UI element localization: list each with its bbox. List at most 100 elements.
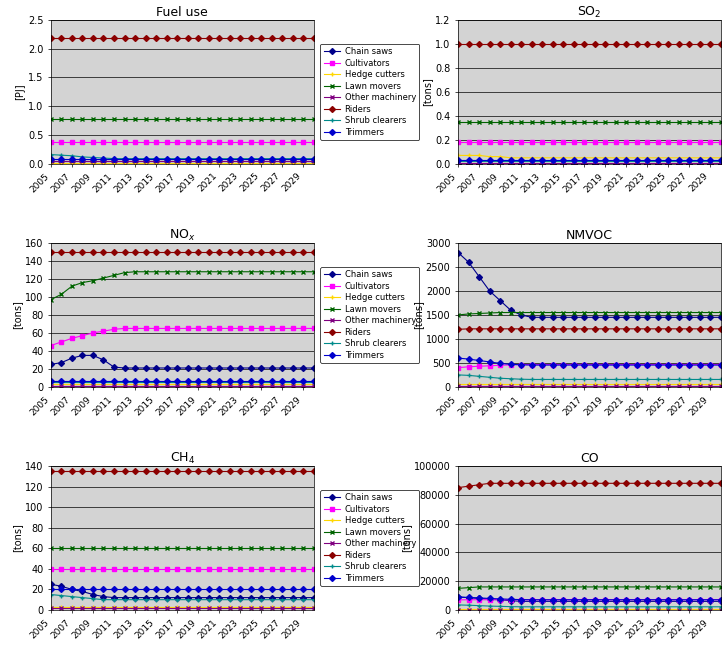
Hedge cutters — [141, 603, 150, 611]
Other machinery — [464, 605, 473, 613]
Chain saws — [643, 160, 652, 168]
Trimmers — [99, 585, 108, 593]
Riders — [633, 325, 641, 333]
Trimmers — [664, 156, 673, 164]
Hedge cutters — [257, 603, 266, 611]
Chain saws — [527, 597, 536, 605]
Trimmers — [288, 377, 297, 385]
Cultivators — [267, 565, 276, 573]
Lawn movers — [215, 268, 223, 276]
Trimmers — [464, 593, 473, 601]
Shrub clearers — [517, 603, 526, 611]
Cultivators — [674, 596, 683, 604]
Trimmers — [141, 377, 150, 385]
Shrub clearers — [173, 379, 181, 387]
Cultivators — [225, 138, 234, 146]
Shrub clearers — [298, 595, 307, 603]
Chain saws — [57, 359, 66, 367]
Other machinery — [141, 157, 150, 165]
Lawn movers — [110, 271, 119, 279]
Other machinery — [120, 382, 129, 390]
Hedge cutters — [486, 605, 494, 613]
Cultivators — [612, 139, 620, 147]
Shrub clearers — [162, 379, 171, 387]
Cultivators — [120, 138, 129, 146]
Other machinery — [695, 605, 704, 613]
Lawn movers — [162, 268, 171, 276]
Trimmers — [173, 585, 181, 593]
Other machinery — [141, 382, 150, 390]
Other machinery — [506, 158, 515, 166]
Trimmers — [267, 585, 276, 593]
Lawn movers — [538, 118, 547, 126]
Lawn movers — [183, 544, 192, 552]
Cultivators — [110, 565, 119, 573]
Chain saws — [685, 597, 694, 605]
Other machinery — [716, 158, 725, 166]
Riders — [538, 40, 547, 48]
Trimmers — [257, 377, 266, 385]
Trimmers — [633, 361, 641, 369]
Hedge cutters — [89, 158, 98, 166]
Hedge cutters — [454, 151, 462, 159]
Hedge cutters — [99, 380, 108, 388]
Hedge cutters — [579, 605, 588, 613]
Chain saws — [57, 157, 66, 165]
Riders — [464, 40, 473, 48]
Chain saws — [267, 157, 276, 165]
Lawn movers — [527, 308, 536, 316]
Hedge cutters — [664, 381, 673, 389]
Lawn movers — [204, 115, 213, 123]
Chain saws — [486, 160, 494, 168]
Hedge cutters — [110, 158, 119, 166]
Shrub clearers — [110, 379, 119, 387]
Shrub clearers — [633, 375, 641, 383]
Other machinery — [89, 157, 98, 165]
Cultivators — [151, 138, 160, 146]
Other machinery — [173, 157, 181, 165]
Trimmers — [215, 155, 223, 163]
Chain saws — [664, 314, 673, 322]
Riders — [622, 40, 630, 48]
Chain saws — [579, 597, 588, 605]
Riders — [89, 467, 98, 475]
Cultivators — [486, 139, 494, 147]
Line: Hedge cutters: Hedge cutters — [49, 382, 316, 387]
Lawn movers — [246, 544, 255, 552]
Shrub clearers — [309, 595, 318, 603]
Riders — [716, 479, 725, 487]
Riders — [569, 40, 578, 48]
Trimmers — [236, 377, 245, 385]
Lawn movers — [309, 268, 318, 276]
Riders — [685, 325, 694, 333]
Trimmers — [78, 377, 87, 385]
Trimmers — [517, 361, 526, 369]
Riders — [57, 467, 66, 475]
Line: Hedge cutters: Hedge cutters — [49, 160, 316, 164]
Other machinery — [246, 382, 255, 390]
Chain saws — [653, 597, 662, 605]
Hedge cutters — [454, 381, 462, 389]
Chain saws — [68, 157, 76, 165]
Lawn movers — [569, 308, 578, 316]
Riders — [527, 479, 536, 487]
Hedge cutters — [601, 381, 609, 389]
Other machinery — [612, 158, 620, 166]
Hedge cutters — [277, 158, 286, 166]
Riders — [277, 467, 286, 475]
Shrub clearers — [309, 154, 318, 162]
Shrub clearers — [141, 154, 150, 162]
Shrub clearers — [622, 603, 630, 611]
Riders — [120, 34, 129, 42]
Lawn movers — [68, 115, 76, 123]
Hedge cutters — [277, 380, 286, 388]
Shrub clearers — [204, 595, 213, 603]
Shrub clearers — [110, 595, 119, 603]
Riders — [464, 325, 473, 333]
Hedge cutters — [464, 151, 473, 159]
Shrub clearers — [579, 157, 588, 165]
Lawn movers — [246, 268, 255, 276]
Lawn movers — [194, 268, 202, 276]
Hedge cutters — [47, 380, 55, 388]
Trimmers — [664, 596, 673, 604]
